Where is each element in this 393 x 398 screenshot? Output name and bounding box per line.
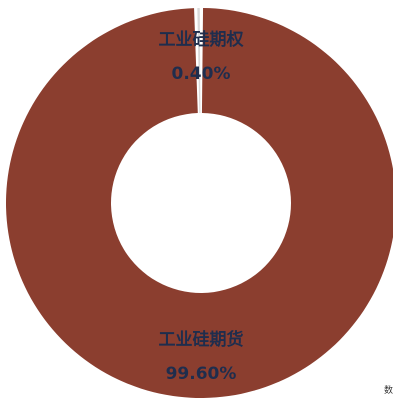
slice-label-0: 工业硅期货 <box>159 329 244 350</box>
slice-value-1: 0.40% <box>172 64 231 84</box>
watermark-text: 数 <box>383 386 393 396</box>
labels-layer: 工业硅期货 99.60% 工业硅期权 0.40% <box>159 29 245 384</box>
slice-label-1: 工业硅期权 <box>159 29 245 50</box>
slice-1 <box>197 8 201 114</box>
slice-0 <box>6 8 393 398</box>
slice-value-0: 99.60% <box>166 364 237 384</box>
slices-layer <box>6 8 393 398</box>
